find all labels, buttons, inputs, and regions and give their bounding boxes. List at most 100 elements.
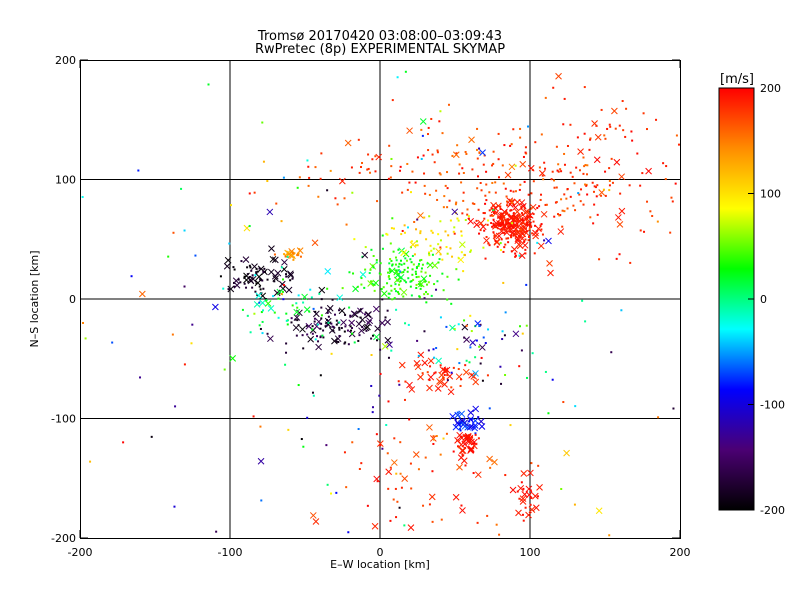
data-point	[283, 253, 286, 256]
data-point-cross	[292, 324, 300, 332]
data-point	[594, 186, 597, 189]
data-point	[262, 309, 265, 312]
data-point	[540, 193, 543, 196]
data-point	[498, 533, 501, 536]
data-point	[285, 312, 288, 315]
data-point	[387, 296, 390, 299]
data-point	[273, 311, 276, 314]
data-point	[306, 333, 309, 336]
data-point	[450, 371, 453, 374]
data-point	[476, 175, 479, 178]
data-point	[388, 277, 391, 280]
data-point-cross	[331, 337, 338, 345]
data-point	[480, 189, 483, 192]
data-point-cross	[468, 371, 476, 379]
data-point	[450, 302, 453, 305]
data-point	[503, 228, 506, 231]
data-point	[438, 172, 441, 175]
data-point	[521, 232, 524, 235]
data-point	[475, 219, 478, 222]
data-point-cross	[593, 156, 601, 164]
data-point-cross	[441, 381, 448, 388]
data-point-cross	[527, 164, 535, 172]
data-point	[358, 334, 361, 337]
data-point-cross	[407, 524, 415, 531]
data-point	[608, 184, 611, 187]
data-point-cross	[479, 223, 487, 231]
data-point-cross	[357, 307, 364, 315]
data-point	[456, 411, 459, 414]
data-point	[421, 372, 424, 375]
data-point	[320, 314, 323, 317]
data-point	[369, 171, 372, 174]
data-point-cross	[546, 259, 553, 267]
data-point-cross	[374, 325, 382, 332]
data-point	[592, 190, 595, 193]
data-point	[657, 416, 660, 419]
data-point	[423, 330, 426, 333]
data-point	[608, 123, 611, 126]
data-point	[425, 290, 428, 293]
data-point	[456, 439, 459, 442]
data-point	[514, 252, 517, 255]
data-point	[639, 229, 642, 232]
data-point	[374, 155, 377, 158]
data-point	[442, 376, 445, 379]
data-point	[615, 257, 618, 260]
data-point	[494, 226, 497, 229]
data-point	[488, 407, 491, 410]
data-point	[457, 219, 460, 222]
data-point	[507, 241, 510, 244]
data-point-cross	[340, 319, 347, 326]
data-point	[520, 481, 523, 484]
data-point	[390, 157, 393, 160]
data-point-cross	[336, 294, 344, 302]
data-point-cross	[401, 475, 409, 482]
data-point	[435, 288, 438, 291]
data-point	[387, 271, 390, 274]
data-point	[403, 524, 406, 527]
data-point	[420, 258, 423, 261]
data-point	[527, 236, 530, 239]
data-point	[407, 277, 410, 280]
data-point	[452, 450, 455, 453]
data-point	[501, 218, 504, 221]
data-point	[452, 230, 455, 233]
data-point-cross	[373, 475, 381, 483]
data-point-cross	[563, 449, 570, 457]
data-point	[428, 215, 431, 218]
data-point	[384, 316, 387, 319]
data-point	[358, 171, 361, 174]
data-point	[520, 349, 523, 352]
data-point	[338, 321, 341, 324]
data-point	[499, 207, 502, 210]
data-point	[477, 208, 480, 211]
data-point	[246, 314, 249, 317]
data-point	[406, 162, 409, 165]
data-point	[417, 354, 420, 357]
data-point	[560, 170, 563, 173]
data-point	[504, 311, 507, 314]
data-point	[451, 154, 454, 157]
data-point	[431, 253, 434, 256]
data-point	[471, 168, 474, 171]
data-point	[389, 176, 392, 179]
data-point	[484, 342, 487, 345]
data-point	[302, 301, 305, 304]
data-point	[432, 435, 435, 438]
data-point	[485, 183, 488, 186]
data-point-cross	[390, 459, 398, 466]
data-point	[259, 288, 262, 291]
data-point	[311, 332, 314, 335]
data-point	[261, 279, 264, 282]
data-point	[527, 239, 530, 242]
data-point	[492, 150, 495, 153]
data-point	[479, 229, 482, 232]
data-point	[263, 267, 266, 270]
data-point	[397, 265, 400, 268]
data-point	[521, 213, 524, 216]
data-point	[456, 348, 459, 351]
data-point	[89, 460, 92, 463]
data-point	[536, 495, 539, 498]
